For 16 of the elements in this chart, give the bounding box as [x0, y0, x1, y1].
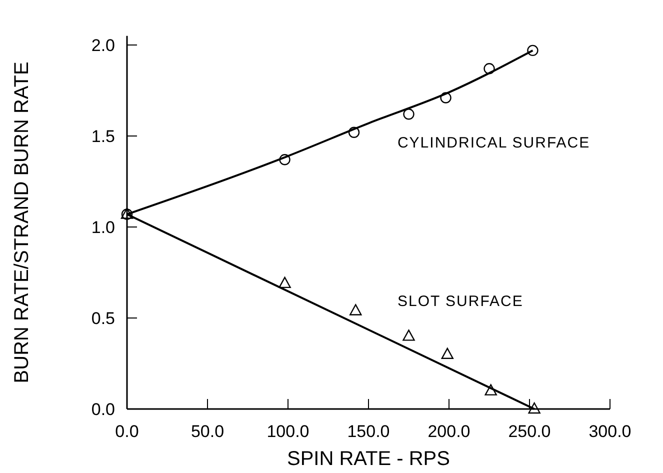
y-tick-label: 1.0: [91, 218, 115, 237]
y-tick-label: 0.5: [91, 309, 115, 328]
x-tick-label: 200.0: [428, 422, 470, 441]
y-tick-label: 0.0: [91, 400, 115, 419]
x-tick-label: 50.0: [190, 422, 224, 441]
x-tick-label: 250.0: [508, 422, 551, 441]
annotation: CYLINDRICAL SURFACE: [397, 134, 590, 152]
y-tick-label: 2.0: [91, 36, 115, 55]
y-axis-title: BURN RATE/STRAND BURN RATE: [11, 62, 33, 384]
annotation: SLOT SURFACE: [397, 292, 524, 310]
x-tick-label: 100.0: [266, 422, 310, 441]
y-tick-label: 1.5: [91, 127, 115, 146]
x-tick-label: 150.0: [347, 422, 390, 441]
x-axis-title: SPIN RATE - RPS: [287, 448, 450, 470]
x-tick-label: 300.0: [588, 422, 632, 441]
x-tick-label: 0.0: [115, 422, 139, 441]
